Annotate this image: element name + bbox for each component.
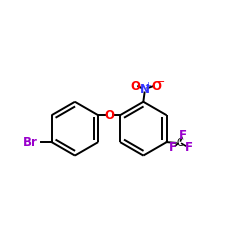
Text: O: O	[130, 80, 140, 93]
Text: O: O	[104, 109, 114, 122]
Text: O: O	[151, 80, 161, 93]
Text: C: C	[176, 138, 183, 148]
Text: F: F	[185, 141, 193, 154]
Text: N: N	[140, 82, 149, 96]
Text: F: F	[169, 141, 177, 154]
Text: −: −	[156, 77, 166, 87]
Text: +: +	[144, 81, 152, 90]
Text: F: F	[179, 128, 187, 141]
Text: Br: Br	[23, 136, 38, 148]
